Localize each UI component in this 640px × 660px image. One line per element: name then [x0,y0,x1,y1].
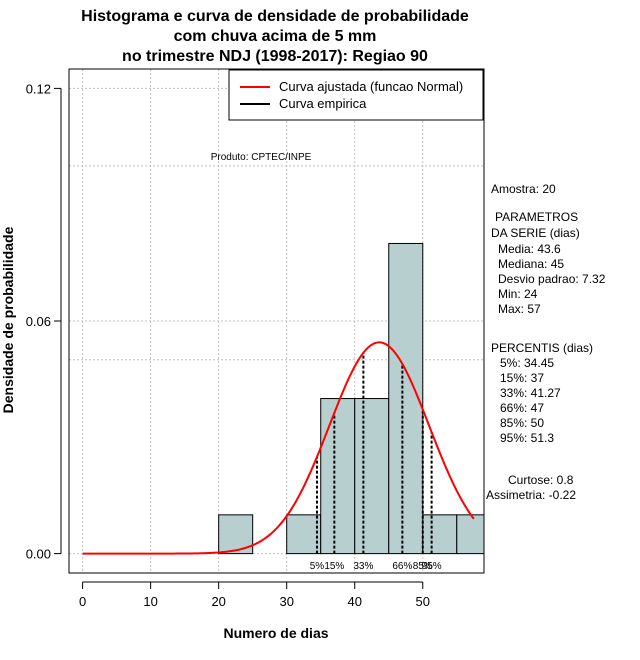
stat-p95: 95%: 51.3 [500,431,554,445]
percentiles-title: PERCENTIS (dias) [491,341,593,355]
y-axis-title: Densidade de probabilidade [0,226,16,413]
percentile-labels: 5% 15% 33% 66% 85%95% [310,561,442,572]
y-tick-label-0: 0.00 [26,547,51,562]
legend-label-fitted: Curva ajustada (funcao Normal) [279,79,463,94]
percentile-label-1: 15% [324,561,344,572]
stat-p5: 5%: 34.45 [500,356,554,370]
histogram-bars [218,242,485,555]
histogram-bar-2 [286,514,322,555]
legend-label-empirical: Curva empirica [279,96,367,111]
x-tick-label-5: 50 [416,594,430,609]
stat-skewness: Assimetria: -0.22 [486,488,576,502]
stat-mean: Media: 43.6 [498,242,561,256]
params-title-2: DA SERIE (dias) [491,226,580,240]
stat-p33: 33%: 41.27 [500,386,561,400]
x-tick-label-1: 10 [143,594,157,609]
stats-panel: Amostra: 20 PARAMETROS DA SERIE (dias) M… [486,182,606,502]
chart-title-line-3: no trimestre NDJ (1998-2017): Regiao 90 [122,48,428,65]
legend-box [228,69,484,121]
histogram-bar-3 [320,398,356,555]
x-tick-label-3: 30 [279,594,293,609]
stat-max: Max: 57 [498,302,541,316]
histogram-bar-7 [456,514,485,555]
stat-kurtosis: Curtose: 0.8 [508,473,574,487]
y-axis: 0.00 0.06 0.12 [26,81,62,562]
normal-curve [82,341,475,555]
x-tick-label-0: 0 [79,594,86,609]
legend: Curva ajustada (funcao Normal) Curva emp… [228,69,484,121]
percentile-label-0: 5% [310,561,325,572]
stat-min: Min: 24 [498,287,538,301]
y-tick-label-1: 0.06 [26,314,51,329]
x-tick-label-2: 20 [211,594,225,609]
y-tick-label-2: 0.12 [26,81,51,96]
histogram-bar-5 [388,242,424,555]
stat-median: Mediana: 45 [498,257,564,271]
stat-p15: 15%: 37 [500,371,544,385]
stat-sd: Desvio padrao: 7.32 [498,272,606,286]
product-label: Produto: CPTEC/INPE [211,152,312,163]
percentile-label-3: 66% [392,561,412,572]
stat-p85: 85%: 50 [500,416,544,430]
stat-p66: 66%: 47 [500,401,544,415]
sample-size: Amostra: 20 [491,182,556,196]
x-axis-title: Numero de dias [223,625,328,641]
chart-title-line-2: com chuva acima de 5 mm [174,28,377,45]
x-axis: 0 10 20 30 40 50 [79,581,430,609]
percentile-label-5: 95% [422,561,442,572]
histogram-bar-4 [354,398,390,555]
percentile-label-2: 33% [353,561,373,572]
x-tick-label-4: 40 [348,594,362,609]
chart-title-line-1: Histograma e curva de densidade de proba… [81,8,469,25]
params-title-1: PARAMETROS [495,210,578,224]
percentile-lines [315,352,433,554]
percentile-label-4: 85% [413,561,433,572]
plot-frame [68,68,485,574]
histogram-bar-6 [422,514,458,555]
